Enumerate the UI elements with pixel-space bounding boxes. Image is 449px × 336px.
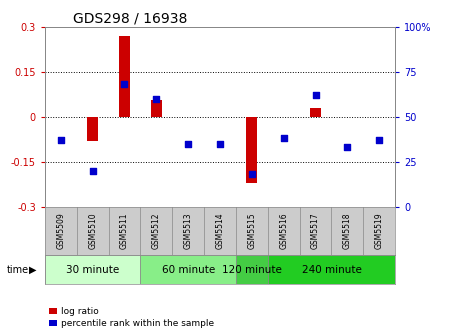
Text: ▶: ▶ [29,265,37,275]
Point [344,144,351,150]
Text: GSM5517: GSM5517 [311,213,320,249]
Text: GSM5519: GSM5519 [375,213,384,249]
Bar [236,255,268,284]
Text: GDS298 / 16938: GDS298 / 16938 [73,12,187,26]
Bar [119,36,130,117]
Text: 120 minute: 120 minute [222,265,282,275]
Bar [247,117,257,183]
Text: GSM5509: GSM5509 [56,213,65,249]
Point [89,168,96,173]
Point [216,141,224,146]
Text: GSM5516: GSM5516 [279,213,288,249]
Point [280,136,287,141]
Point [185,141,192,146]
Point [153,96,160,101]
Bar [45,255,141,284]
Bar [268,255,395,284]
Point [248,172,255,177]
Text: 240 minute: 240 minute [302,265,361,275]
Text: time: time [7,265,29,275]
Text: GSM5510: GSM5510 [88,213,97,249]
Text: 30 minute: 30 minute [66,265,119,275]
Point [57,137,64,143]
Text: 60 minute: 60 minute [162,265,215,275]
Bar [151,100,162,117]
Text: GSM5515: GSM5515 [247,213,256,249]
Text: GSM5513: GSM5513 [184,213,193,249]
Point [121,82,128,87]
Text: GSM5512: GSM5512 [152,213,161,249]
Bar [87,117,98,141]
Legend: log ratio, percentile rank within the sample: log ratio, percentile rank within the sa… [49,307,214,328]
Bar [310,108,321,117]
Bar [141,255,236,284]
Text: GSM5514: GSM5514 [216,213,224,249]
Text: GSM5518: GSM5518 [343,213,352,249]
Text: GSM5511: GSM5511 [120,213,129,249]
Point [376,137,383,143]
Point [312,92,319,98]
